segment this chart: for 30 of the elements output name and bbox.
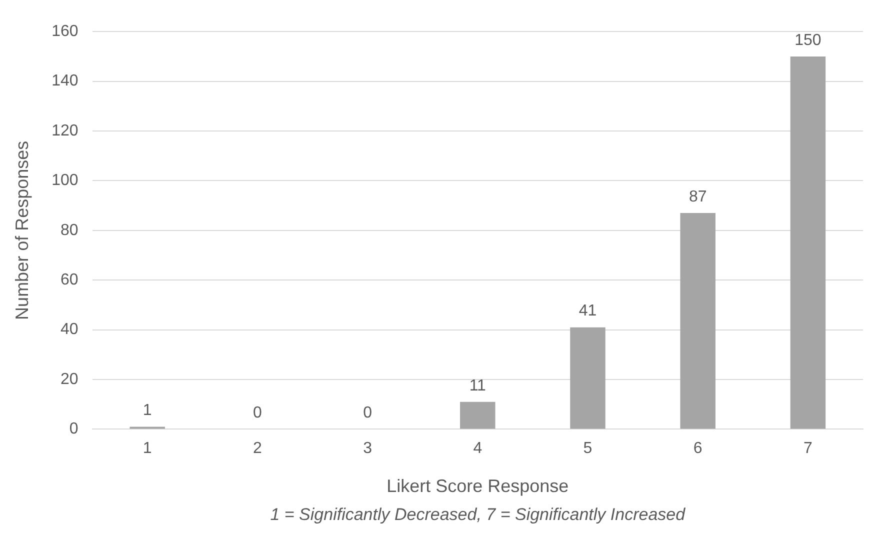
- data-label: 1: [142, 402, 152, 420]
- y-tick-label: 0: [69, 420, 78, 438]
- x-axis-title: Likert Score Response: [386, 476, 569, 496]
- y-tick-label: 40: [60, 321, 78, 338]
- data-label: 87: [688, 188, 707, 206]
- x-tick-label: 1: [142, 440, 152, 458]
- x-tick-label: 7: [803, 440, 812, 458]
- bar: [680, 213, 716, 429]
- x-tick-label: 3: [363, 440, 372, 458]
- y-tick-label: 60: [60, 272, 78, 289]
- data-label: 150: [794, 32, 822, 49]
- bar: [460, 402, 496, 429]
- y-axis-title: Number of Responses: [12, 140, 32, 320]
- data-label: 41: [578, 302, 597, 320]
- bar: [790, 56, 826, 429]
- data-label: 11: [469, 377, 486, 394]
- y-tick-label: 20: [60, 370, 78, 388]
- x-tick-label: 2: [252, 440, 262, 458]
- y-tick-label: 100: [52, 172, 78, 190]
- y-tick-label: 120: [52, 122, 78, 140]
- x-tick-label: 6: [693, 440, 702, 458]
- y-tick-label: 140: [52, 72, 78, 90]
- x-tick-label: 4: [473, 440, 482, 458]
- data-label: 0: [363, 404, 372, 422]
- data-label: 0: [252, 404, 262, 422]
- bar: [570, 327, 606, 429]
- text: 1 = Significantly Decreased, 7 = Significantly Increased: [270, 505, 686, 524]
- y-tick-label: 80: [60, 222, 78, 239]
- y-tick-label: 160: [52, 23, 78, 40]
- x-tick-label: 5: [583, 440, 592, 458]
